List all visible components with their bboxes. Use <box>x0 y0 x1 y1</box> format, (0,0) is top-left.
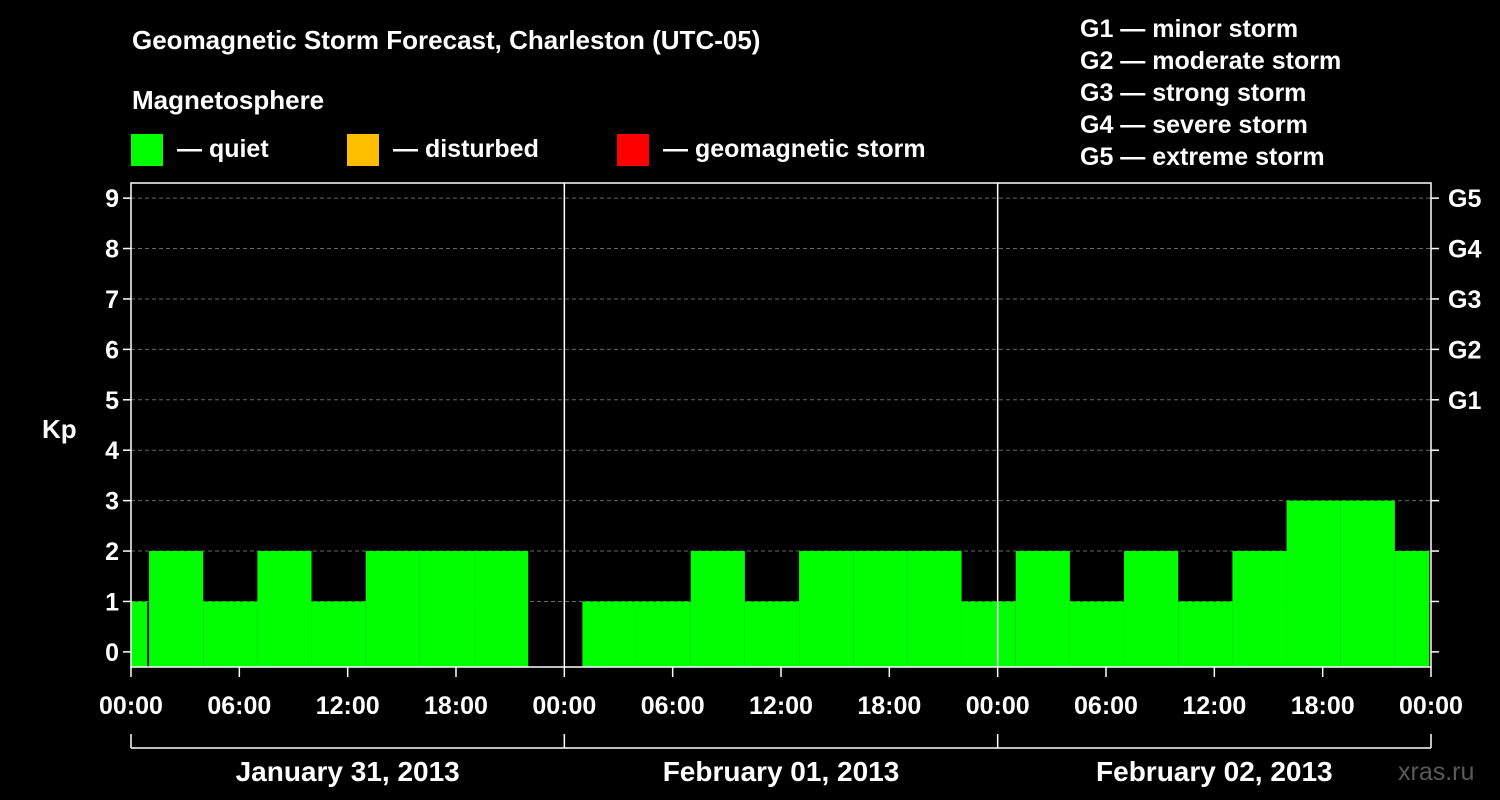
axes: 0 1 2 3 4 5 6 7 8 9 G1 G2 G3 G4 G5 00:00 06:00 12:00 18:00… <box>99 182 1481 787</box>
kp-bar <box>1232 551 1287 667</box>
magnetosphere-legend: — quiet — disturbed — geomagnetic storm <box>131 134 926 166</box>
kp-bar <box>1124 551 1179 667</box>
y-axis-label: Kp <box>42 414 77 444</box>
x-tick-label: 06:00 <box>641 692 705 720</box>
kp-bar <box>474 551 529 667</box>
g-scale-label: G2 <box>1448 336 1481 364</box>
y-tick-label: 7 <box>105 286 119 314</box>
kp-bar <box>690 551 745 667</box>
kp-bar <box>799 551 854 667</box>
g-legend-item: G2 — moderate storm <box>1080 47 1341 75</box>
kp-bar <box>1178 601 1233 667</box>
legend-label-disturbed: — disturbed <box>393 135 539 163</box>
x-tick-label: 12:00 <box>316 692 380 720</box>
x-tick-label: 18:00 <box>1291 692 1355 720</box>
x-tick-label: 12:00 <box>1182 692 1246 720</box>
legend-title: Magnetosphere <box>132 85 324 115</box>
y-tick-label: 1 <box>105 588 119 616</box>
kp-bar <box>1340 500 1395 667</box>
g-legend-item: G1 — minor storm <box>1080 15 1298 43</box>
kp-bar <box>961 601 1016 667</box>
chart-title: Geomagnetic Storm Forecast, Charleston (… <box>132 25 760 55</box>
y-tick-label: 9 <box>105 185 119 213</box>
kp-bar <box>1286 500 1341 667</box>
x-tick-label: 06:00 <box>207 692 271 720</box>
y-tick-label: 5 <box>105 387 119 415</box>
date-label: January 31, 2013 <box>236 756 460 787</box>
kp-bar <box>907 551 962 667</box>
date-label: February 02, 2013 <box>1096 756 1333 787</box>
legend-label-quiet: — quiet <box>177 135 269 163</box>
x-tick-label: 18:00 <box>424 692 488 720</box>
kp-bar <box>203 601 258 667</box>
x-tick-label: 00:00 <box>966 692 1030 720</box>
kp-bar <box>853 551 908 667</box>
g-scale-label: G4 <box>1448 236 1481 264</box>
legend-swatch-disturbed <box>347 134 379 166</box>
y-tick-label: 2 <box>105 538 119 566</box>
g-legend-item: G5 — extreme storm <box>1080 143 1325 171</box>
date-label: February 01, 2013 <box>663 756 900 787</box>
kp-bar <box>149 551 204 667</box>
g-scale-label: G1 <box>1448 387 1481 415</box>
kp-bar <box>582 601 637 667</box>
x-tick-label: 00:00 <box>1399 692 1463 720</box>
kp-bar <box>1394 551 1430 667</box>
x-tick-label: 00:00 <box>532 692 596 720</box>
legend-label-storm: — geomagnetic storm <box>663 135 926 163</box>
g-legend-item: G4 — severe storm <box>1080 111 1308 139</box>
x-tick-label: 06:00 <box>1074 692 1138 720</box>
y-tick-label: 0 <box>105 639 119 667</box>
kp-bar <box>131 601 148 667</box>
legend-swatch-quiet <box>131 134 163 166</box>
kp-bar <box>1069 601 1125 667</box>
g-scale-label: G3 <box>1448 286 1481 314</box>
kp-bar <box>636 601 691 667</box>
bars <box>131 500 1430 667</box>
y-tick-label: 8 <box>105 236 119 264</box>
legend-swatch-storm <box>617 134 649 166</box>
g-scale-label: G5 <box>1448 185 1481 213</box>
grid-lines <box>131 197 1431 602</box>
kp-bar <box>311 601 366 667</box>
y-tick-label: 6 <box>105 336 119 364</box>
g-scale-legend: G1 — minor storm G2 — moderate storm G3 … <box>1080 15 1341 171</box>
kp-bar <box>744 601 800 667</box>
x-tick-label: 00:00 <box>99 692 163 720</box>
y-tick-label: 4 <box>105 437 119 465</box>
kp-bar <box>365 551 420 667</box>
watermark: xras.ru <box>1398 758 1474 786</box>
kp-bar <box>257 551 312 667</box>
g-legend-item: G3 — strong storm <box>1080 79 1306 107</box>
kp-bar <box>419 551 475 667</box>
x-tick-label: 12:00 <box>749 692 813 720</box>
y-tick-label: 3 <box>105 488 119 516</box>
kp-bar <box>1015 551 1070 667</box>
x-tick-label: 18:00 <box>857 692 921 720</box>
